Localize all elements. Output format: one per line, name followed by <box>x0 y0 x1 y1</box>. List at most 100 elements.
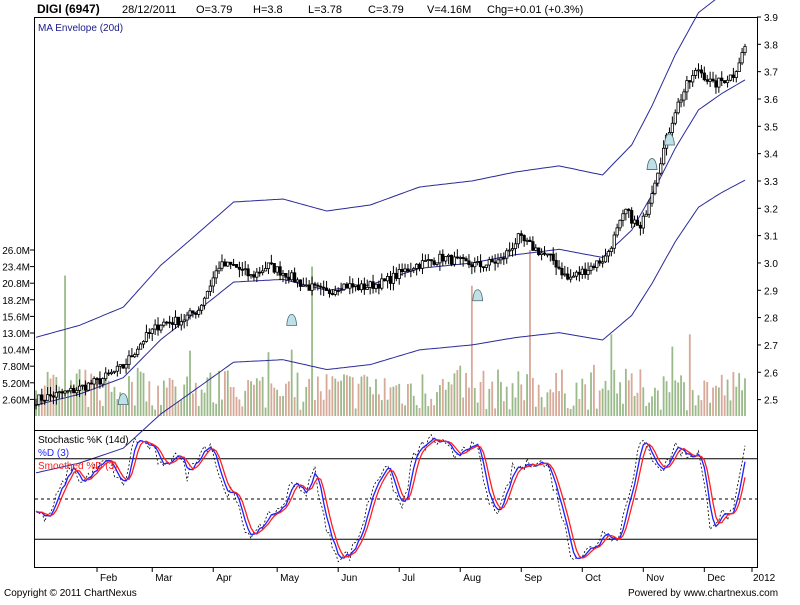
price-axis: 2.5 2.6 2.7 2.8 2.9 3.0 3.1 3.2 3.3 3.4 3.5 3.6 3.7 3… <box>757 13 778 407</box>
volume-bar <box>322 399 325 416</box>
volume-bar <box>247 380 250 416</box>
price-bar-body <box>653 182 657 194</box>
volume-bar <box>67 389 69 416</box>
price-bar-body <box>342 283 346 290</box>
price-bar-body <box>580 268 584 275</box>
price-bar-body <box>429 259 433 262</box>
price-bar-body <box>409 269 413 272</box>
volume-bar <box>133 405 136 416</box>
time-axis-label: May <box>280 573 299 584</box>
price-bar-body <box>115 365 119 372</box>
volume-bar <box>314 399 316 416</box>
price-bar-body <box>644 213 648 217</box>
price-bar-body <box>505 250 509 259</box>
price-axis-label: 3.4 <box>764 150 778 161</box>
volume-bar <box>64 275 66 416</box>
price-bar-body <box>391 272 396 284</box>
volume-bar <box>604 380 607 416</box>
price-bar-body <box>200 304 204 311</box>
footer-powered: Powered by www.chartnexus.com <box>628 588 778 599</box>
volume-bar <box>282 395 284 416</box>
volume-bar <box>383 378 386 416</box>
price-bar-body <box>362 283 366 290</box>
price-bar-body <box>638 224 642 229</box>
volume-bar <box>636 392 639 416</box>
volume-bar <box>401 403 404 416</box>
volume-bar <box>479 381 482 416</box>
price-bar-body <box>632 219 637 224</box>
volume-axis: 2.60M 5.20M 7.80M 10.4M 13.0M 15.6M 18.2M 20.8M… <box>2 246 35 406</box>
volume-bar <box>316 376 319 416</box>
volume-axis-label: 18.2M <box>2 296 30 307</box>
signal-markers <box>117 133 675 406</box>
volume-bar <box>500 382 502 416</box>
volume-bar <box>122 402 125 416</box>
volume-bar <box>595 408 598 416</box>
price-bar-body <box>444 256 448 262</box>
time-axis-label: Sep <box>524 573 542 584</box>
header-bar: DIGI (6947) 28/12/2011 O=3.79 H=3.8 L=3.… <box>37 2 583 16</box>
volume-bar <box>340 380 343 416</box>
price-bar-body <box>403 268 407 273</box>
price-bar-body <box>249 274 253 277</box>
volume-bar <box>128 376 130 416</box>
volume-bar <box>665 381 668 416</box>
price-bar-body <box>304 284 308 287</box>
volume-bar <box>99 400 101 416</box>
price-bar-body <box>659 163 663 174</box>
price-bar-body <box>185 314 189 321</box>
time-axis: Feb Mar Apr May Jun Jul Aug Sep Oct Nov Dec 2012 <box>96 567 776 584</box>
time-axis-label: Dec <box>707 573 725 584</box>
price-axis-label: 3.3 <box>764 177 778 188</box>
volume-bar <box>235 396 238 416</box>
volume-axis-label: 5.20M <box>2 379 30 390</box>
volume-bar <box>226 370 229 416</box>
volume-bar <box>470 285 473 416</box>
volume-bar <box>145 401 148 416</box>
volume-bar <box>206 377 209 416</box>
price-bar-body <box>615 227 619 236</box>
price-bar-body <box>377 283 381 289</box>
price-bar-body <box>371 281 375 289</box>
volume-bar <box>232 387 235 416</box>
price-bar-body <box>539 252 544 256</box>
volume-bar <box>279 396 281 416</box>
stochastic-legend-k: %D (3) <box>38 448 69 459</box>
footer-copyright: Copyright © 2011 ChartNexus <box>4 588 137 599</box>
price-axis-label: 3.8 <box>764 40 778 51</box>
price-bar-body <box>490 259 494 263</box>
volume-bar <box>154 409 157 416</box>
price-bar-body <box>496 259 500 264</box>
price-bar-body <box>83 384 87 391</box>
volume-bar <box>293 397 296 416</box>
price-bar-body <box>188 310 192 316</box>
price-bar-body <box>194 312 198 315</box>
volume-bar <box>189 350 191 416</box>
price-bar-body <box>691 75 695 83</box>
price-bar-body <box>77 385 82 391</box>
price-bar-body <box>281 273 285 276</box>
price-bar-body <box>606 251 611 257</box>
price-bar-body <box>252 274 256 278</box>
price-bar-body <box>57 391 61 394</box>
price-bar-body <box>560 267 564 276</box>
volume-axis-label: 7.80M <box>2 362 30 373</box>
price-bar-body <box>182 319 186 323</box>
price-bar-body <box>130 355 134 358</box>
volume-bar <box>107 380 110 416</box>
time-axis-label: Jul <box>402 573 415 584</box>
price-bar-body <box>223 261 227 267</box>
volume-bar <box>174 386 177 416</box>
volume-bar <box>343 374 345 416</box>
volume-bar <box>738 373 741 416</box>
volume-bar <box>671 346 674 416</box>
volume-bar <box>186 376 188 416</box>
volume-bar <box>517 371 520 416</box>
volume-bar <box>171 379 174 416</box>
volume-bar <box>415 405 418 416</box>
price-bar-body <box>80 384 85 387</box>
price-bar-body <box>202 297 207 306</box>
volume-bar <box>561 369 563 416</box>
price-bar-body <box>330 293 334 295</box>
volume-bar <box>392 386 395 416</box>
